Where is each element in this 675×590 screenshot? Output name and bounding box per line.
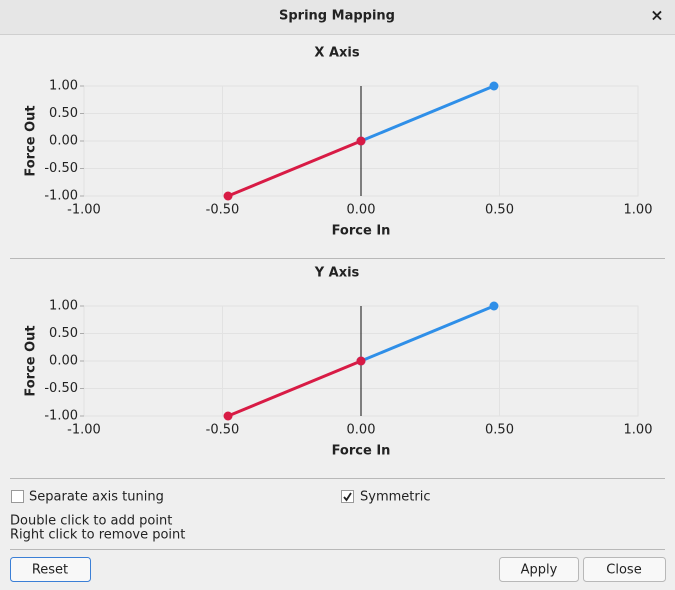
close-button[interactable]: Close <box>583 557 666 582</box>
control-point[interactable] <box>223 191 233 201</box>
y-tick-label: -0.50 <box>44 161 78 176</box>
x-tick-label: 0.00 <box>347 203 376 218</box>
checkbox-label[interactable]: Separate axis tuning <box>29 490 164 505</box>
x-tick-label: 1.00 <box>624 423 653 438</box>
x-tick-label: -1.00 <box>67 423 101 438</box>
button-label[interactable]: Reset <box>32 563 68 578</box>
y-tick-label: 0.50 <box>49 326 78 341</box>
checkbox[interactable]: Symmetric <box>341 490 431 505</box>
x-tick-label: -1.00 <box>67 203 101 218</box>
button-frame[interactable] <box>583 557 666 582</box>
y-axis-label: Force Out <box>24 105 39 176</box>
y-tick-label: 0.50 <box>49 106 78 121</box>
window-title: Spring Mapping <box>279 9 395 24</box>
x-tick-label: 1.00 <box>624 203 653 218</box>
check-mark <box>343 492 352 502</box>
checkbox-box[interactable] <box>11 490 24 503</box>
x-axis-label: Force In <box>332 224 391 239</box>
y-tick-label: 1.00 <box>49 79 78 94</box>
y-tick-label: 0.00 <box>49 354 78 369</box>
control-point[interactable] <box>356 136 366 146</box>
hint-text: Right click to remove point <box>10 528 185 543</box>
x-tick-label: -0.50 <box>206 203 240 218</box>
button-frame[interactable] <box>499 557 579 582</box>
control-point[interactable] <box>489 301 499 311</box>
chart-title: X Axis <box>314 46 359 61</box>
y-axis-label: Force Out <box>24 325 39 396</box>
y-tick-label: -1.00 <box>44 189 78 204</box>
curve-line <box>227 139 362 198</box>
button-label[interactable]: Close <box>606 563 641 578</box>
x-tick-label: 0.00 <box>347 423 376 438</box>
y-tick-label: 0.00 <box>49 134 78 149</box>
curve-line <box>227 359 362 418</box>
hint-text: Double click to add point <box>10 514 172 529</box>
curve-line <box>360 84 495 143</box>
title-bar <box>0 0 675 34</box>
checkbox-box[interactable] <box>341 490 354 503</box>
y-tick-label: -1.00 <box>44 409 78 424</box>
x-tick-label: -0.50 <box>206 423 240 438</box>
checkbox-label[interactable]: Symmetric <box>360 490 430 505</box>
chart-title: Y Axis <box>314 266 360 281</box>
reset-button[interactable]: Reset <box>10 557 91 582</box>
button-label[interactable]: Apply <box>521 563 558 578</box>
x-tick-label: 0.50 <box>485 203 514 218</box>
x-axis-label: Force In <box>332 444 391 459</box>
control-point[interactable] <box>223 411 233 421</box>
control-point[interactable] <box>356 356 366 366</box>
checkbox[interactable]: Separate axis tuning <box>11 490 164 505</box>
y-tick-label: 1.00 <box>49 299 78 314</box>
apply-button[interactable]: Apply <box>499 557 579 582</box>
control-point[interactable] <box>489 81 499 91</box>
y-tick-label: -0.50 <box>44 381 78 396</box>
curve-line <box>360 304 495 363</box>
close-icon[interactable]: × <box>650 6 663 25</box>
x-tick-label: 0.50 <box>485 423 514 438</box>
button-frame[interactable] <box>10 557 91 582</box>
